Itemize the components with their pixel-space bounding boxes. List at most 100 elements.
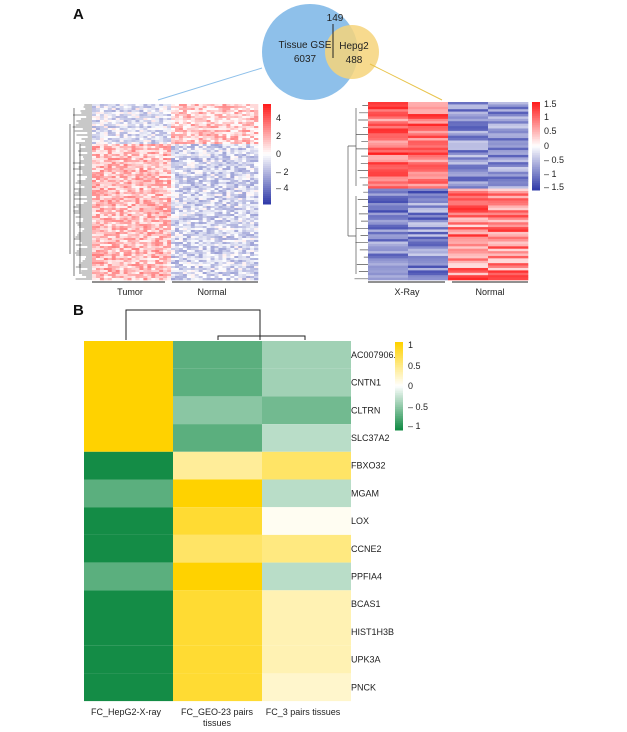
heatmap-cell: [131, 208, 136, 211]
heatmap-cell: [167, 108, 172, 111]
heatmap-cell: [103, 186, 109, 189]
heatmap-cell: [127, 172, 132, 175]
heatmap-cell: [95, 186, 101, 189]
heatmap-cell: [99, 162, 105, 165]
heatmap-cell: [222, 276, 227, 279]
heatmap-cell: [242, 180, 247, 183]
heatmap-cell: [163, 198, 168, 201]
legend-swatch: [263, 154, 271, 157]
heatmap-cell: [111, 180, 117, 183]
heatmap-cell: [242, 234, 247, 237]
heatmap-cell: [226, 230, 231, 233]
heatmap-cell: [218, 184, 223, 187]
heatmap-cell: [238, 132, 243, 135]
heatmap-cell: [84, 618, 173, 646]
heatmap-cell: [230, 212, 235, 215]
heatmap-cell: [151, 254, 156, 257]
heatmap-cell: [218, 148, 223, 151]
legend-swatch: [263, 146, 271, 149]
heatmap-cell: [202, 132, 207, 135]
heatmap-cell: [222, 150, 227, 153]
heatmap-cell: [234, 226, 239, 229]
heatmap-cell: [147, 126, 152, 129]
heatmap-cell: [488, 198, 529, 201]
heatmap-cell: [95, 234, 101, 237]
legend-swatch: [532, 133, 540, 136]
heatmap-cell: [210, 248, 215, 251]
heatmap-cell: [151, 202, 156, 205]
heatmap-cell: [107, 134, 113, 137]
heatmap-cell: [246, 248, 251, 251]
heatmap-cell: [234, 140, 239, 143]
heatmap-cell: [186, 244, 192, 247]
heatmap-cell: [226, 206, 231, 209]
heatmap-cell: [182, 114, 188, 117]
heatmap-cell: [202, 140, 207, 143]
heatmap-cell: [214, 160, 219, 163]
heatmap-cell: [226, 274, 231, 277]
heatmap-cell: [151, 226, 156, 229]
heatmap-cell: [139, 176, 144, 179]
heatmap-cell: [246, 276, 251, 279]
heatmap-cell: [190, 208, 196, 211]
heatmap-cell: [234, 258, 239, 261]
heatmap-cell: [218, 252, 223, 255]
heatmap-cell: [448, 104, 489, 108]
heatmap-cell: [155, 188, 160, 191]
heatmap-cell: [448, 205, 489, 209]
heatmap-cell: [103, 250, 109, 253]
heatmap-cell: [119, 106, 124, 109]
heatmap-cell: [123, 180, 128, 183]
heatmap-cell: [111, 142, 117, 145]
heatmap-cell: [254, 106, 259, 109]
heatmap-cell: [218, 198, 223, 201]
heatmap-cell: [107, 268, 113, 271]
heatmap-cell: [238, 122, 243, 125]
heatmap-cell: [222, 114, 227, 117]
heatmap-cell: [194, 210, 200, 213]
heatmap-cell: [119, 274, 124, 277]
heatmap-cell: [175, 192, 180, 195]
heatmap-cell: [222, 214, 227, 217]
legend-swatch: [395, 364, 403, 368]
heatmap-cell: [111, 112, 117, 115]
heatmap-cell: [190, 178, 196, 181]
heatmap-cell: [238, 272, 243, 275]
right-group-normal: Normal: [475, 287, 504, 297]
heatmap-cell: [115, 176, 120, 179]
heatmap-cell: [171, 186, 176, 189]
heatmap-cell: [143, 256, 148, 259]
legend-swatch: [263, 160, 271, 163]
heatmap-cell: [143, 112, 148, 115]
heatmap-cell: [182, 206, 188, 209]
heatmap-cell: [254, 180, 259, 183]
heatmap-cell: [182, 106, 188, 109]
heatmap-cell: [226, 148, 231, 151]
heatmap-cell: [242, 104, 247, 107]
heatmap-cell: [155, 226, 160, 229]
heatmap-cell: [131, 166, 136, 169]
heatmap-cell: [254, 244, 259, 247]
heatmap-cell: [254, 222, 259, 225]
heatmap-cell: [151, 106, 156, 109]
heatmap-cell: [163, 154, 168, 157]
heatmap-cell: [186, 228, 192, 231]
heatmap-cell: [147, 194, 152, 197]
heatmap-cell: [111, 152, 117, 155]
heatmap-cell: [167, 278, 172, 281]
heatmap-cell: [234, 256, 239, 259]
heatmap-cell: [182, 228, 188, 231]
heatmap-cell: [186, 218, 192, 221]
heatmap-cell: [111, 194, 117, 197]
heatmap-cell: [92, 276, 97, 279]
heatmap-cell: [214, 270, 219, 273]
heatmap-cell: [143, 160, 148, 163]
heatmap-cell: [151, 244, 156, 247]
heatmap-cell: [127, 140, 132, 143]
heatmap-cell: [92, 136, 97, 139]
heatmap-cell: [218, 240, 223, 243]
heatmap-cell: [246, 138, 251, 141]
legend-swatch: [395, 384, 403, 387]
heatmap-cell: [448, 193, 489, 197]
heatmap-cell: [111, 174, 117, 177]
